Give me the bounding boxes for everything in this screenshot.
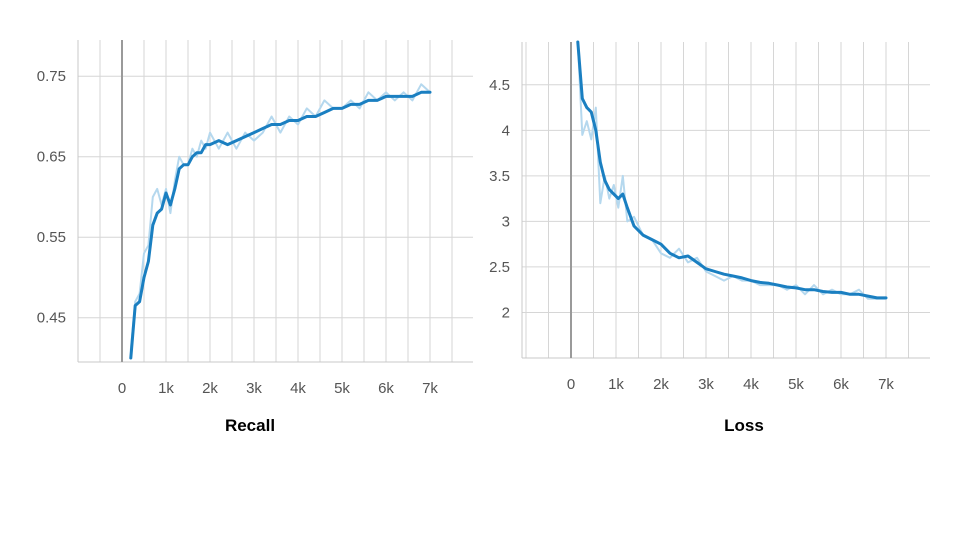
x-tick-label: 2k (653, 376, 669, 393)
x-tick-label: 1k (608, 376, 624, 393)
x-tick-label: 7k (878, 376, 894, 393)
recall-chart: 0.45 0.55 0.65 0.75 0 1k 2k 3k 4k 5k 6k 7k Recall (37, 40, 473, 435)
y-tick-label: 4.5 (489, 77, 510, 94)
y-tick-label: 4 (502, 122, 510, 139)
x-tick-label: 6k (378, 380, 394, 397)
y-tick-label: 2 (502, 304, 510, 321)
chart-title: Recall (225, 416, 275, 435)
y-tick-label: 0.65 (37, 149, 66, 166)
y-tick-label: 0.45 (37, 310, 66, 327)
smoothed-series-line (576, 40, 888, 300)
x-tick-label: 1k (158, 380, 174, 397)
x-tick-label: 0 (118, 380, 126, 397)
x-tick-label: 5k (788, 376, 804, 393)
loss-chart: 2 2.5 3 3.5 4 4.5 0 1k 2k 3k 4k 5k 6k 7k Loss (489, 40, 930, 435)
y-tick-label: 3.5 (489, 168, 510, 185)
chart-title: Loss (724, 416, 764, 435)
x-tick-label: 2k (202, 380, 218, 397)
y-tick-label: 3 (502, 213, 510, 230)
x-tick-label: 0 (567, 376, 575, 393)
smoothed-series-line (129, 90, 432, 360)
x-tick-label: 4k (743, 376, 759, 393)
x-tick-label: 6k (833, 376, 849, 393)
x-tick-label: 5k (334, 380, 350, 397)
y-tick-label: 0.55 (37, 229, 66, 246)
x-tick-label: 7k (422, 380, 438, 397)
y-tick-label: 2.5 (489, 259, 510, 276)
x-tick-label: 3k (246, 380, 262, 397)
x-tick-label: 4k (290, 380, 306, 397)
x-tick-label: 3k (698, 376, 714, 393)
raw-series-line (576, 41, 887, 300)
y-tick-label: 0.75 (37, 68, 66, 85)
